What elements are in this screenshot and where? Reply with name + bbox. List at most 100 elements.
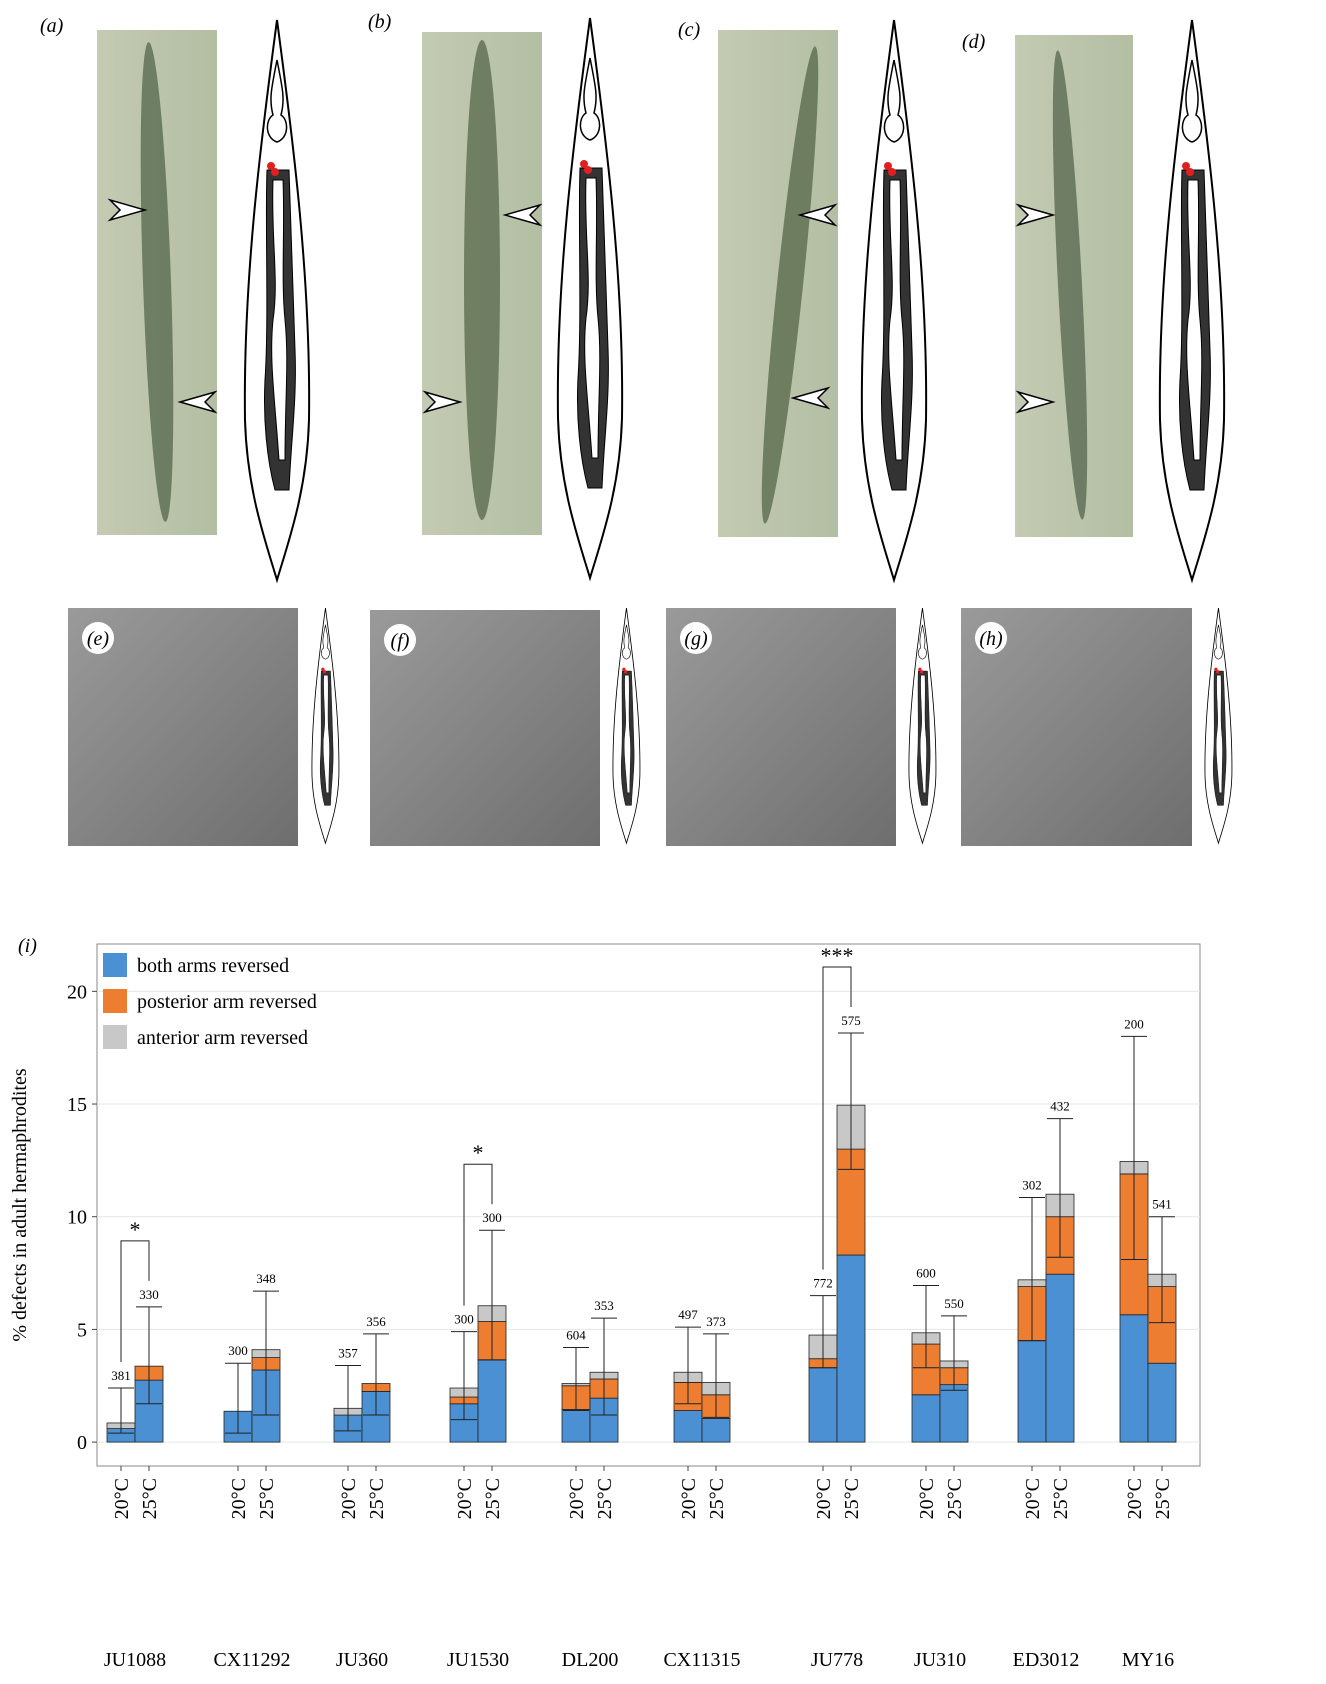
temperature-label: 25°C [841, 1478, 863, 1519]
sample-size: 300 [228, 1343, 248, 1358]
sample-size: 497 [678, 1307, 698, 1322]
temperature-label: 20°C [454, 1478, 476, 1519]
sample-size: 302 [1022, 1178, 1042, 1193]
worm [1052, 50, 1088, 520]
sample-size: 381 [111, 1368, 131, 1383]
chart-title: (i) [18, 935, 37, 957]
bar-segment [808, 1367, 838, 1443]
category-label: JU1088 [104, 1649, 166, 1671]
temperature-label: 20°C [813, 1478, 835, 1519]
significance-label: * [130, 1217, 141, 1242]
panel-label: (e) [87, 628, 110, 650]
worm-diagram [243, 19, 311, 581]
sample-size: 541 [1152, 1197, 1172, 1212]
legend-swatch [103, 989, 127, 1013]
y-tick-label: 10 [67, 1207, 87, 1229]
bar-segment [701, 1418, 731, 1443]
sample-size: 200 [1124, 1016, 1144, 1031]
bar-segment [911, 1394, 941, 1443]
panel-label: (f) [391, 630, 410, 652]
temperature-label: 25°C [482, 1478, 504, 1519]
temperature-label: 25°C [1050, 1478, 1072, 1519]
bar-segment [561, 1409, 591, 1443]
sample-size: 330 [139, 1287, 159, 1302]
legend-label: posterior arm reversed [137, 991, 317, 1013]
category-label: JU310 [914, 1649, 966, 1671]
worm-diagram [1204, 607, 1233, 844]
panel-label: (g) [684, 628, 708, 650]
significance-bracket [822, 966, 852, 1270]
worm-diagram [1158, 19, 1226, 581]
temperature-label: 20°C [566, 1478, 588, 1519]
sample-size: 300 [482, 1210, 502, 1225]
panel-label: (c) [678, 19, 701, 41]
sample-size: 550 [944, 1296, 964, 1311]
temperature-label: 20°C [1022, 1478, 1044, 1519]
legend-label: anterior arm reversed [137, 1027, 308, 1049]
temperature-label: 20°C [111, 1478, 133, 1519]
bar-segment [673, 1410, 703, 1443]
y-tick-label: 5 [77, 1319, 87, 1341]
top-panels [97, 17, 1226, 581]
worm-diagram [860, 19, 928, 581]
y-axis-label: % defects in adult hermaphrodites [9, 1068, 31, 1341]
significance-label: *** [821, 943, 854, 968]
temperature-label: 20°C [678, 1478, 700, 1519]
temperature-label: 25°C [1152, 1478, 1174, 1519]
sample-size: 575 [841, 1013, 861, 1028]
worm [140, 42, 174, 522]
category-label: JU360 [336, 1649, 388, 1671]
sample-size: 604 [566, 1327, 586, 1342]
temperature-label: 20°C [338, 1478, 360, 1519]
category-label: CX11292 [213, 1649, 290, 1671]
significance-label: * [473, 1140, 484, 1165]
sample-size: 357 [338, 1345, 358, 1360]
significance-bracket [463, 1163, 493, 1306]
legend-label: both arms reversed [137, 955, 289, 977]
worm-diagram [908, 607, 937, 844]
category-label: JU1530 [447, 1649, 509, 1671]
sample-size: 348 [256, 1271, 276, 1286]
arrowheads [107, 198, 1056, 414]
panel-label: (d) [962, 31, 986, 53]
sample-size: 353 [594, 1298, 614, 1313]
sample-size: 373 [706, 1314, 726, 1329]
category-label: MY16 [1122, 1649, 1174, 1671]
sample-size: 432 [1050, 1099, 1070, 1114]
category-label: JU778 [811, 1649, 863, 1671]
bar-segment [1045, 1273, 1075, 1443]
y-tick-label: 15 [67, 1094, 87, 1116]
temperature-label: 20°C [228, 1478, 250, 1519]
temperature-label: 20°C [1124, 1478, 1146, 1519]
worm [761, 46, 819, 524]
bar-segment [836, 1254, 866, 1443]
temperature-label: 25°C [256, 1478, 278, 1519]
bottom-panels [68, 607, 1233, 846]
legend-swatch [103, 953, 127, 977]
bar-segment [1147, 1362, 1177, 1443]
sample-size: 772 [813, 1276, 833, 1291]
bar-segment [1017, 1340, 1047, 1443]
category-label: DL200 [562, 1649, 619, 1671]
sample-size: 300 [454, 1312, 474, 1327]
plot-area [96, 943, 1201, 1467]
significance-bracket [120, 1240, 150, 1363]
category-label: CX11315 [663, 1649, 740, 1671]
temperature-label: 25°C [366, 1478, 388, 1519]
legend-swatch [103, 1025, 127, 1049]
temperature-label: 25°C [944, 1478, 966, 1519]
temperature-label: 25°C [139, 1478, 161, 1519]
bar-segment [939, 1384, 969, 1443]
panel-label: (b) [368, 11, 392, 33]
panel-label: (a) [40, 15, 64, 37]
temperature-label: 25°C [594, 1478, 616, 1519]
worm-diagram [556, 17, 624, 579]
temperature-label: 20°C [916, 1478, 938, 1519]
sample-size: 356 [366, 1314, 386, 1329]
bar-segment [477, 1359, 507, 1443]
y-tick-label: 20 [67, 981, 87, 1003]
category-label: ED3012 [1013, 1649, 1080, 1671]
worm-diagram [612, 607, 641, 844]
worm-diagram [311, 607, 340, 844]
